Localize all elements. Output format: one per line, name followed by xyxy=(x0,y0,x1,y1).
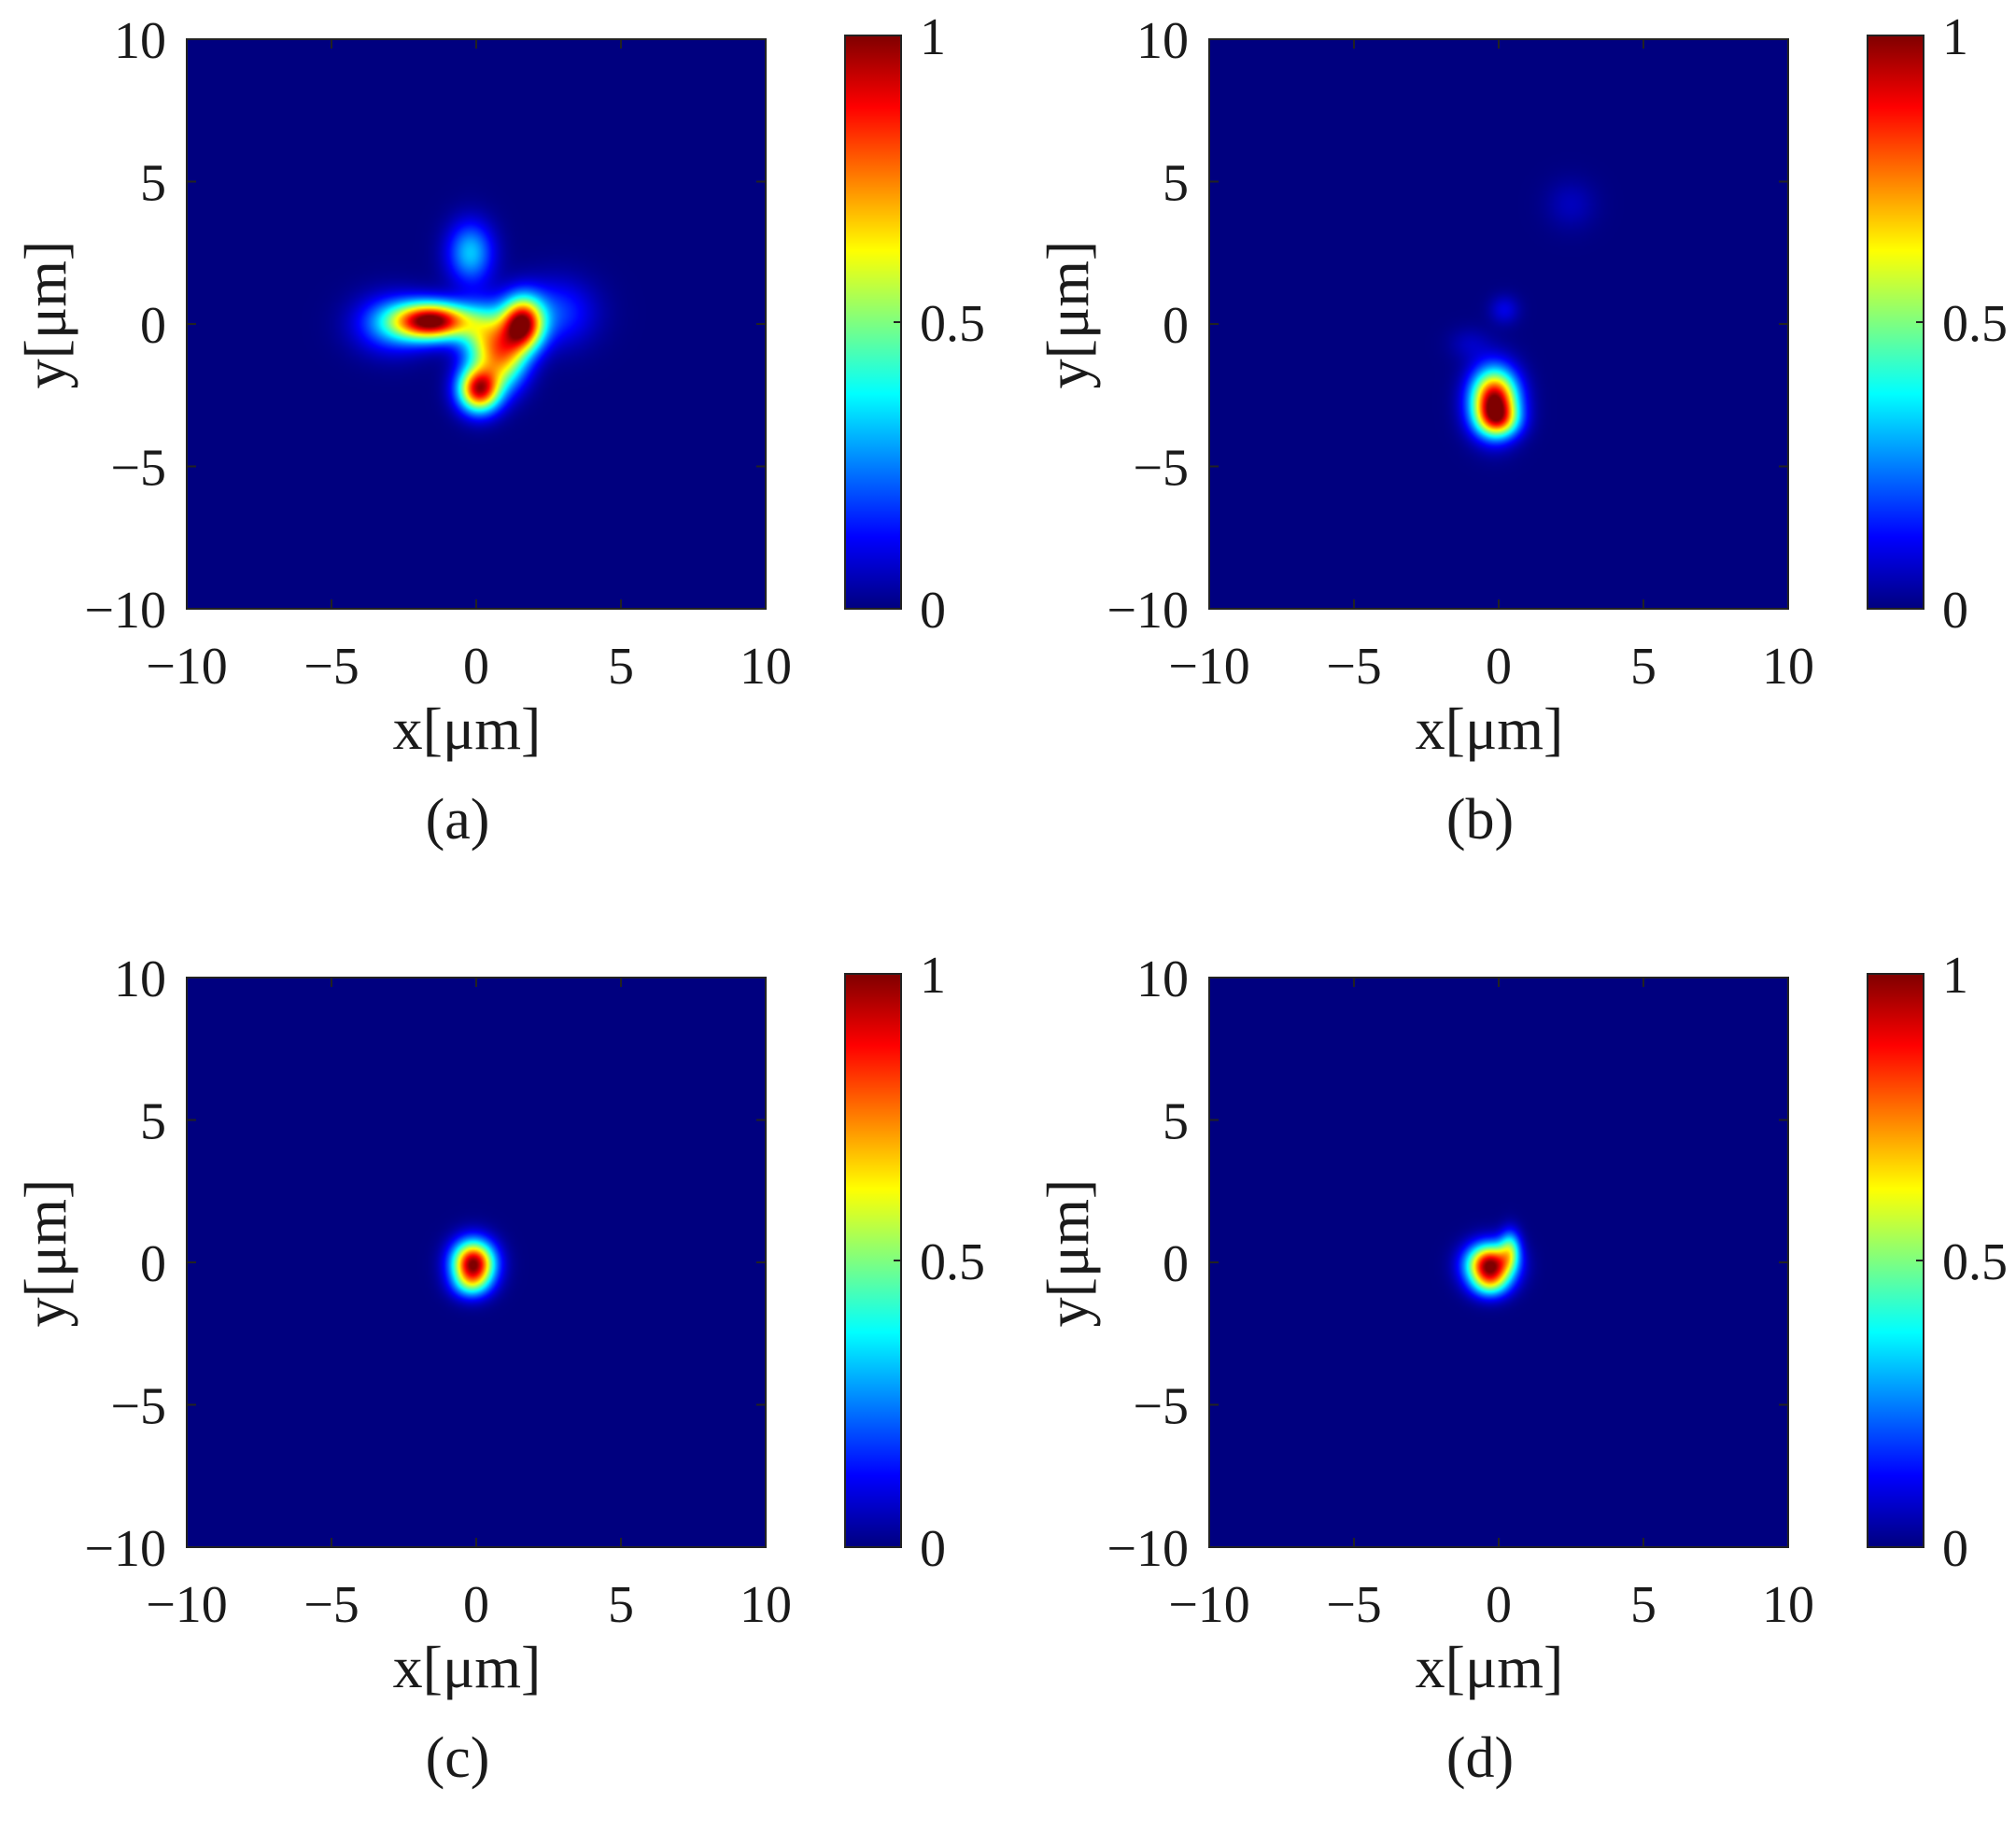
colorbar-tick-label: 1 xyxy=(920,947,946,1005)
colorbar-tick-label: 1 xyxy=(1942,8,1968,66)
colorbar-tick-label: 1 xyxy=(1942,947,1968,1005)
y-tick-label: 5 xyxy=(1163,1093,1189,1151)
y-tick-label: 0 xyxy=(140,297,166,355)
y-tick-label: −10 xyxy=(1107,1520,1189,1578)
y-axis-label: y[μm] xyxy=(1035,241,1101,389)
x-tick-label: 10 xyxy=(1762,638,1814,696)
x-tick-label: −5 xyxy=(1326,1576,1382,1634)
y-tick-label: 10 xyxy=(1136,951,1189,1008)
heatmap-image xyxy=(1209,978,1788,1547)
panel-b: −10 −5 0 5 10 −10 −5 0 5 10 x[μm] y[μm] (b) 0 0.5 1 xyxy=(1035,8,2008,852)
panel-a: −10 −5 0 5 10 −10 −5 0 5 10 x[μm] y[μm] (a) 0 0.5 1 xyxy=(12,8,985,852)
y-tick-label: 0 xyxy=(140,1235,166,1293)
y-tick-label: 10 xyxy=(114,951,166,1008)
x-axis-label: x[μm] xyxy=(393,696,542,762)
colorbar-tick-label: 0.5 xyxy=(920,1233,985,1291)
x-tick-label: 0 xyxy=(463,1576,489,1634)
x-tick-label: 10 xyxy=(1762,1576,1814,1634)
x-tick-label: −10 xyxy=(146,638,228,696)
heatmap-image xyxy=(1209,39,1788,609)
y-axis-label: y[μm] xyxy=(1035,1179,1101,1328)
heatmap-image xyxy=(187,978,766,1547)
colorbar-tick-label: 0 xyxy=(1942,582,1968,640)
x-tick-label: 0 xyxy=(1486,1576,1512,1634)
y-tick-label: −5 xyxy=(1133,440,1189,498)
x-tick-label: 5 xyxy=(1630,1576,1657,1634)
x-tick-label: 5 xyxy=(608,638,634,696)
x-tick-label: 5 xyxy=(608,1576,634,1634)
colorbar-tick-label: 0 xyxy=(1942,1520,1968,1578)
x-tick-label: 10 xyxy=(740,1576,792,1634)
panel-caption: (a) xyxy=(426,788,490,852)
heatmap-image xyxy=(187,39,766,609)
colorbar xyxy=(1868,35,1924,609)
y-tick-label: 0 xyxy=(1163,297,1189,355)
colorbar xyxy=(1868,974,1924,1547)
y-tick-label: −5 xyxy=(110,440,166,498)
colorbar-tick-label: 0 xyxy=(920,1520,946,1578)
x-tick-label: −10 xyxy=(1168,1576,1250,1634)
y-axis-label: y[μm] xyxy=(12,241,78,389)
x-axis-label: x[μm] xyxy=(1416,1634,1564,1700)
x-tick-label: −10 xyxy=(1168,638,1250,696)
x-axis-label: x[μm] xyxy=(393,1634,542,1700)
x-tick-label: 0 xyxy=(1486,638,1512,696)
x-tick-label: −10 xyxy=(146,1576,228,1634)
y-tick-label: 5 xyxy=(1163,155,1189,213)
y-tick-label: −10 xyxy=(84,582,166,640)
x-tick-label: −5 xyxy=(303,638,359,696)
y-tick-label: −5 xyxy=(1133,1378,1189,1436)
colorbar-tick-label: 1 xyxy=(920,8,946,66)
y-tick-label: −10 xyxy=(84,1520,166,1578)
y-axis-label: y[μm] xyxy=(12,1179,78,1328)
colorbar-tick-label: 0 xyxy=(920,582,946,640)
y-tick-label: 10 xyxy=(1136,12,1189,70)
panel-caption: (b) xyxy=(1446,788,1514,852)
x-tick-label: 10 xyxy=(740,638,792,696)
panel-c: −10 −5 0 5 10 −10 −5 0 5 10 x[μm] y[μm] (c) 0 0.5 1 xyxy=(12,947,985,1790)
colorbar xyxy=(845,35,901,609)
x-axis-label: x[μm] xyxy=(1416,696,1564,762)
y-tick-label: −5 xyxy=(110,1378,166,1436)
x-tick-label: 5 xyxy=(1630,638,1657,696)
x-tick-label: −5 xyxy=(303,1576,359,1634)
y-tick-label: −10 xyxy=(1107,582,1189,640)
y-tick-label: 0 xyxy=(1163,1235,1189,1293)
panel-caption: (d) xyxy=(1446,1726,1514,1790)
colorbar xyxy=(845,974,901,1547)
colorbar-tick-label: 0.5 xyxy=(920,295,985,353)
panel-d: −10 −5 0 5 10 −10 −5 0 5 10 x[μm] y[μm] (d) 0 0.5 1 xyxy=(1035,947,2008,1790)
panel-caption: (c) xyxy=(426,1726,490,1790)
x-tick-label: −5 xyxy=(1326,638,1382,696)
colorbar-tick-label: 0.5 xyxy=(1942,1233,2008,1291)
x-tick-label: 0 xyxy=(463,638,489,696)
y-tick-label: 5 xyxy=(140,155,166,213)
y-tick-label: 5 xyxy=(140,1093,166,1151)
y-tick-label: 10 xyxy=(114,12,166,70)
colorbar-tick-label: 0.5 xyxy=(1942,295,2008,353)
